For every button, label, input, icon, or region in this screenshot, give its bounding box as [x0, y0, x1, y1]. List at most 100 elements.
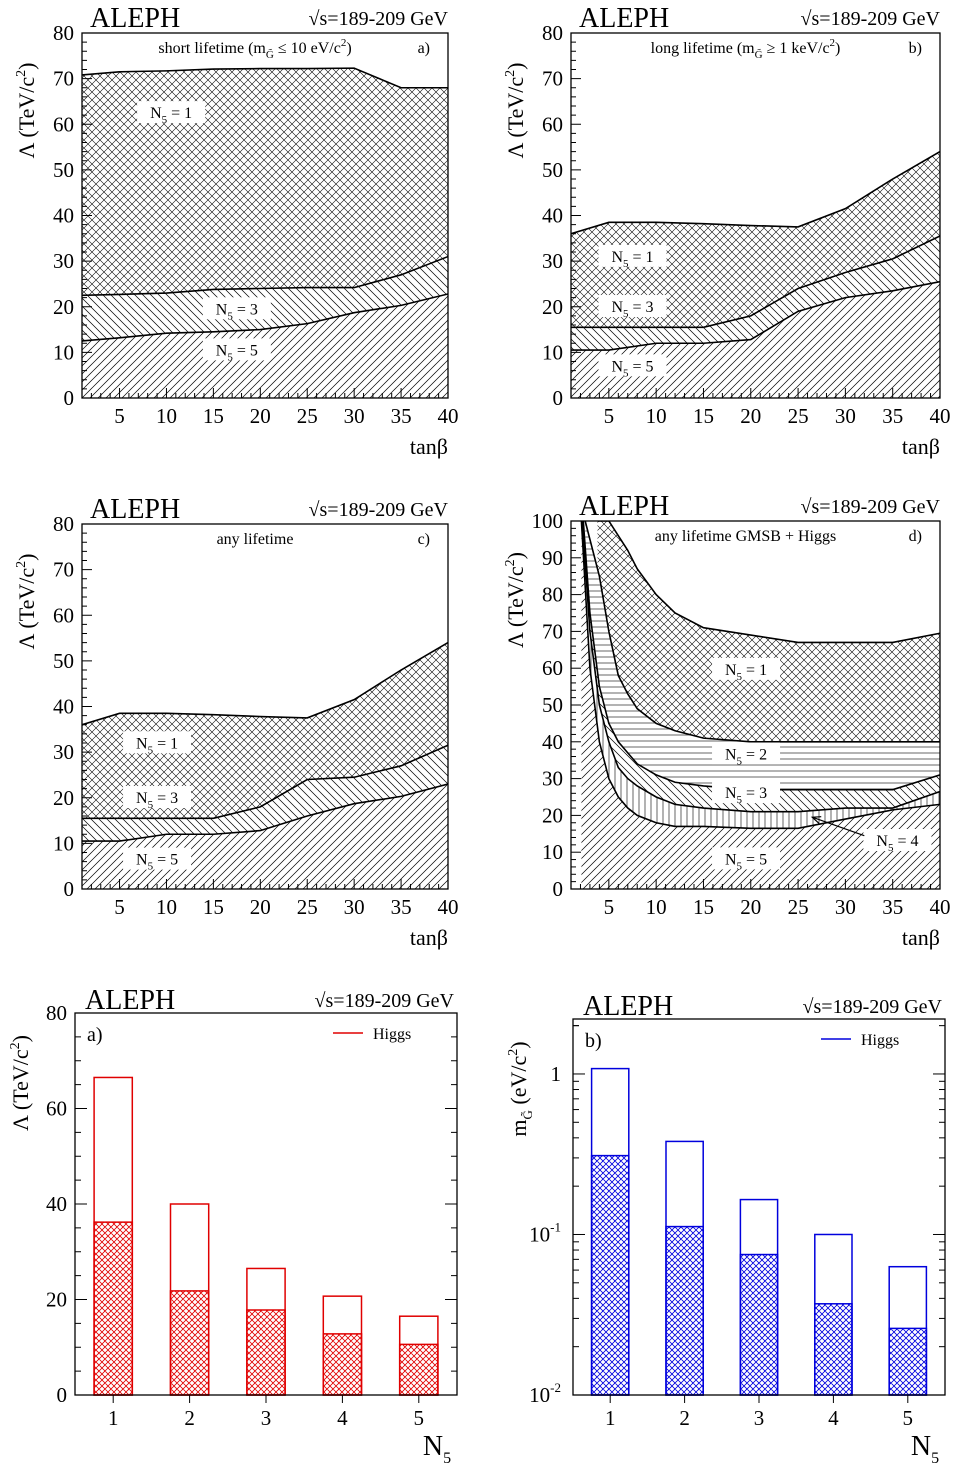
bar-hatched-2	[169, 1290, 210, 1396]
tick-base: 1	[551, 1062, 562, 1086]
series-label-text: N5 = 1	[136, 735, 178, 756]
label-rest: = 5	[629, 358, 654, 375]
y-tick-label: 80	[542, 583, 563, 607]
y-tick-label: 80	[46, 1001, 67, 1025]
area-d-series-2	[583, 521, 940, 889]
x-tick-label: 30	[835, 404, 856, 428]
x-tick-label: 30	[344, 895, 365, 919]
ylabel-sup: 2	[8, 1042, 23, 1049]
x-tick-label: 2	[679, 1406, 690, 1430]
x-tick-label: 4	[828, 1406, 839, 1430]
ylabel-sup: 2	[14, 70, 29, 77]
x-tick-label: 20	[250, 895, 271, 919]
panel-letter: d)	[909, 528, 922, 545]
series-label-d-0: N5 = 1	[712, 657, 781, 683]
x-tick-label: 5	[903, 1406, 914, 1430]
x-tick-label: 15	[203, 404, 224, 428]
panel-d: N5 = 1N5 = 2N5 = 3N5 = 4N5 = 50102030405…	[503, 491, 951, 950]
series-label-text: N5 = 4	[876, 833, 918, 854]
x-tick-label: 20	[250, 404, 271, 428]
series-label-text: N5 = 5	[611, 358, 653, 379]
x-tick-label: 10	[646, 895, 667, 919]
label-bg	[712, 742, 781, 765]
area-d-series-4	[581, 521, 940, 889]
x-tick-label: 15	[203, 895, 224, 919]
boundary-b-series-2	[571, 280, 940, 351]
label-bg	[123, 847, 192, 870]
y-tick-label: 50	[53, 649, 74, 673]
y-tick-label: 60	[46, 1097, 67, 1121]
x-tick-label: 5	[604, 895, 615, 919]
label-n: N	[216, 342, 228, 359]
x-tick-label: 10	[156, 404, 177, 428]
series-label-d-3: N5 = 4	[863, 829, 932, 854]
x-tick-label: 25	[297, 404, 318, 428]
ylabel-sup: 2	[14, 561, 29, 568]
xlabel-n: N	[911, 1431, 931, 1462]
label-n: N	[876, 833, 888, 850]
label-sub: 5	[737, 860, 743, 872]
x-tick-label: 40	[930, 895, 951, 919]
ylabel-sup: 2	[503, 559, 518, 566]
boundary-d-series-1	[584, 521, 940, 743]
label-rest: = 1	[742, 662, 767, 679]
x-tick-label: 3	[261, 1406, 272, 1430]
x-axis-label: tanβ	[410, 434, 448, 459]
label-sub: 5	[737, 794, 743, 806]
label-bg	[123, 786, 192, 809]
label-bg	[598, 244, 667, 267]
ylabel-end: )	[14, 554, 39, 561]
boundary-a-series-1	[82, 255, 448, 297]
y-tick-label: 0	[553, 877, 564, 901]
label-sub: 5	[148, 861, 154, 873]
x-tick-label: 1	[108, 1406, 119, 1430]
subtitle-rest: ≥ 1 keV/c	[763, 40, 830, 57]
y-tick-label: 80	[542, 21, 563, 45]
y-tick-label: 50	[53, 158, 74, 182]
y-tick-label: 60	[542, 112, 563, 136]
energy-label: √s=189-209 GeV	[801, 496, 941, 518]
xlabel-sub: 5	[931, 1450, 939, 1465]
label-sub: 5	[227, 310, 233, 322]
boundary-c-series-1	[82, 744, 448, 820]
label-sub: 5	[148, 744, 154, 756]
boundary-a-series-0	[82, 67, 448, 89]
label-bg	[712, 781, 781, 804]
subtitle-main: short lifetime (m	[158, 40, 266, 57]
series-label-text: N5 = 2	[725, 747, 767, 768]
label-n: N	[136, 735, 148, 752]
experiment-label: ALEPH	[583, 991, 673, 1022]
boundary-c-series-2	[82, 783, 448, 842]
subtitle-sub: G̃	[266, 48, 274, 61]
bar-hatched-5	[398, 1343, 439, 1396]
boundary-d-series-0	[597, 521, 940, 644]
x-tick-label: 20	[740, 895, 761, 919]
ylabel-main: Λ (TeV/c	[8, 1049, 33, 1131]
label-bg	[712, 657, 781, 680]
experiment-label: ALEPH	[579, 491, 669, 522]
label-sub: 5	[162, 114, 168, 126]
series-label-text: N5 = 3	[136, 790, 178, 811]
boundary-b-series-1	[571, 235, 940, 329]
series-label-text: N5 = 1	[725, 662, 767, 683]
series-label-text: N5 = 3	[611, 299, 653, 320]
subtitle-sup: 2	[830, 37, 836, 49]
x-tick-label: 5	[414, 1406, 425, 1430]
bar-hatched-2	[665, 1225, 704, 1396]
label-sub: 5	[623, 367, 629, 379]
y-tick-label: 20	[46, 1288, 67, 1312]
label-n: N	[150, 105, 162, 122]
subtitle-main: long lifetime (m	[651, 40, 756, 57]
y-tick-label: 70	[53, 67, 74, 91]
subtitle-main: any lifetime GMSB + Higgs	[655, 528, 836, 545]
label-rest: = 5	[233, 342, 258, 359]
label-sub: 5	[888, 842, 894, 854]
ylabel-main: Λ (TeV/c	[14, 77, 39, 159]
x-tick-label: 40	[438, 895, 459, 919]
y-tick-label: 40	[542, 204, 563, 228]
legend-label: Higgs	[373, 1026, 411, 1043]
energy-label: √s=189-209 GeV	[309, 8, 449, 30]
label-bg	[598, 354, 667, 377]
panel-letter: b)	[909, 40, 922, 57]
